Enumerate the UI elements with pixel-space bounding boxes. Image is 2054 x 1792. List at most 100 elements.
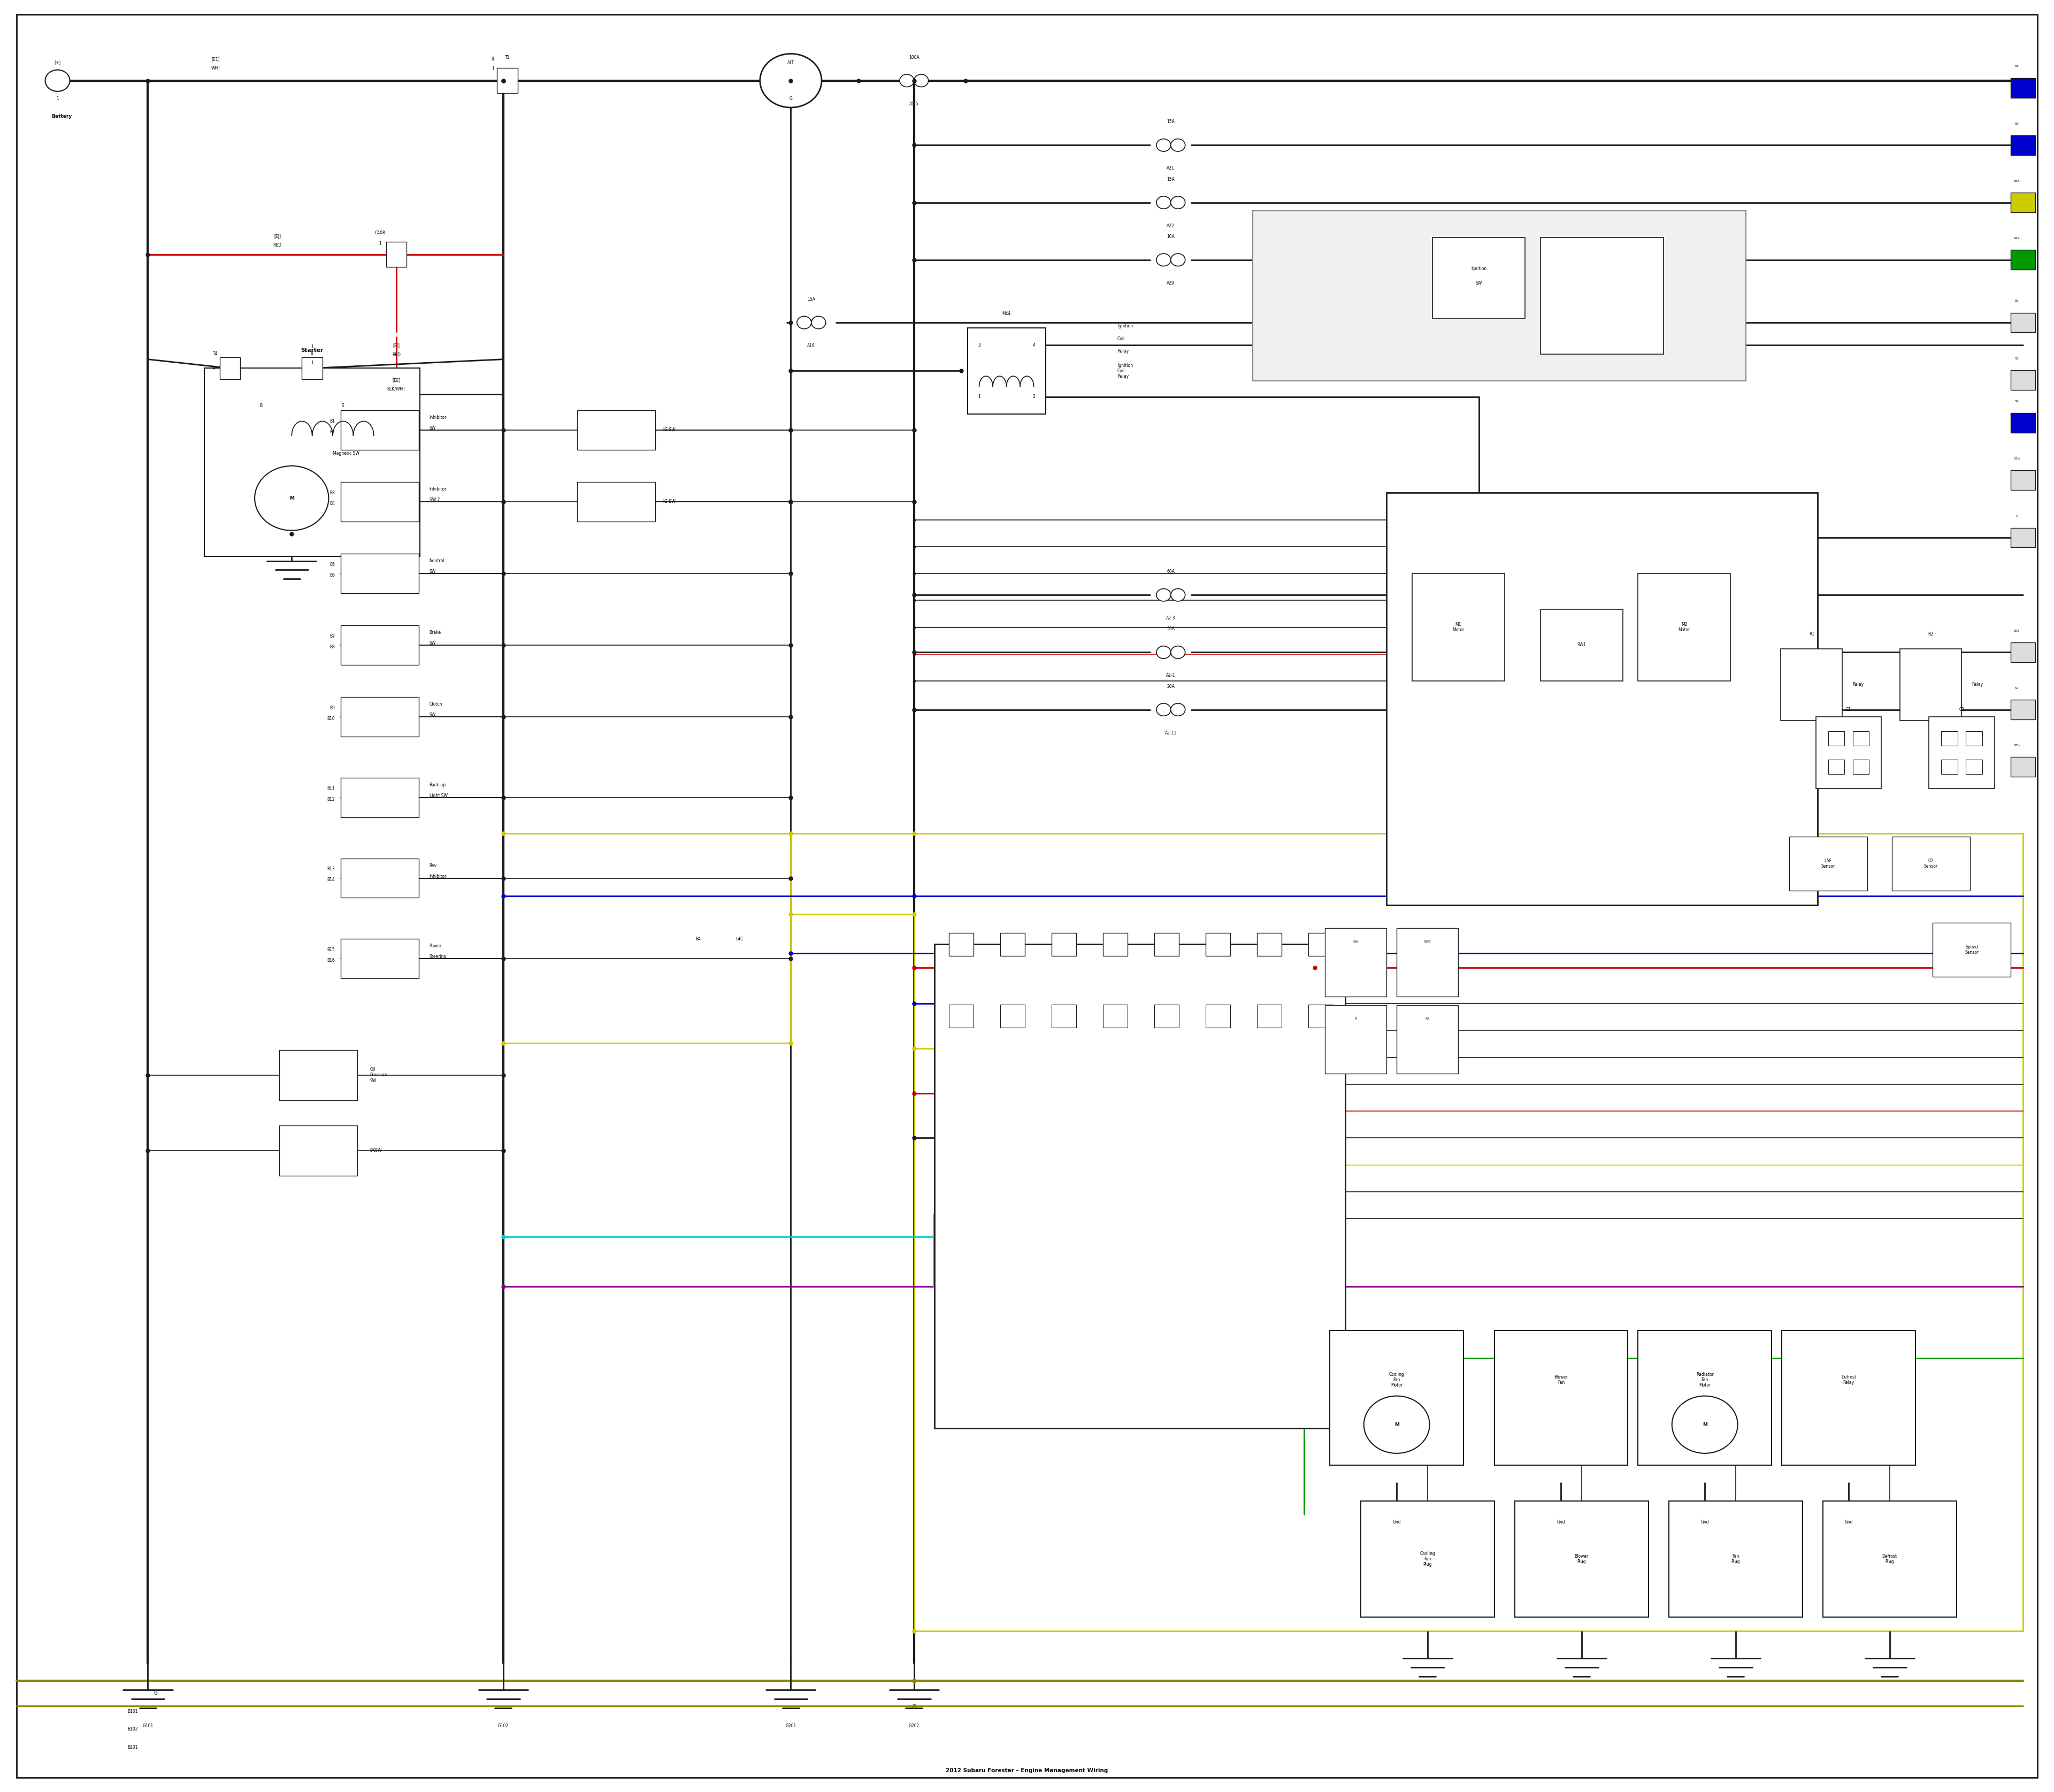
Circle shape — [900, 73, 914, 88]
Text: SW: SW — [429, 713, 435, 717]
Bar — [279, 1125, 357, 1176]
Text: G101: G101 — [142, 1724, 154, 1727]
Text: Defrost
Plug: Defrost Plug — [1881, 1554, 1898, 1564]
Text: Inhibitor: Inhibitor — [429, 487, 446, 491]
Text: A1-5: A1-5 — [910, 102, 918, 106]
Text: Gnd: Gnd — [1557, 1520, 1565, 1525]
Bar — [1308, 932, 1333, 957]
Text: A16: A16 — [807, 344, 815, 348]
Text: B2: B2 — [329, 430, 335, 434]
Text: [EJ]: [EJ] — [273, 235, 281, 238]
Text: B9: B9 — [329, 706, 335, 710]
Text: [EE]: [EE] — [392, 378, 401, 382]
Bar — [1052, 1004, 1076, 1027]
Bar — [1789, 837, 1867, 891]
Bar — [2011, 194, 2036, 211]
Text: 100A: 100A — [908, 56, 920, 59]
Text: Cooling
Fan
Motor: Cooling Fan Motor — [1389, 1373, 1405, 1387]
Text: 50A: 50A — [1167, 627, 1175, 631]
Circle shape — [760, 54, 822, 108]
Bar — [220, 358, 240, 380]
Bar — [1206, 1004, 1230, 1027]
Bar — [1816, 717, 1881, 788]
Circle shape — [1171, 197, 1185, 210]
Circle shape — [811, 315, 826, 330]
Bar — [1495, 1330, 1629, 1466]
Text: B5: B5 — [329, 563, 335, 566]
Text: 20A: 20A — [1167, 685, 1175, 688]
Text: SW: SW — [429, 642, 435, 645]
Circle shape — [1156, 702, 1171, 715]
Bar — [341, 482, 419, 521]
Text: S42: S42 — [2013, 237, 2021, 240]
Bar — [935, 944, 1345, 1428]
Text: [E1]: [E1] — [212, 57, 220, 61]
Text: 15A: 15A — [1167, 177, 1175, 181]
Text: Inhibitor: Inhibitor — [429, 416, 446, 419]
Bar — [1783, 1330, 1916, 1466]
Text: SW 2: SW 2 — [429, 498, 440, 502]
Bar — [1397, 1005, 1458, 1073]
Bar — [1828, 731, 1844, 745]
Text: G202: G202 — [908, 1724, 920, 1727]
Bar — [1892, 837, 1970, 891]
Text: Ignition: Ignition — [1117, 324, 1134, 328]
Bar — [2011, 699, 2036, 719]
Text: Light SW: Light SW — [429, 794, 448, 797]
Text: O2
Sensor: O2 Sensor — [1925, 858, 1937, 869]
Text: S68: S68 — [2013, 179, 2021, 183]
Text: Rev: Rev — [429, 864, 438, 867]
Text: M: M — [1395, 1423, 1399, 1426]
Circle shape — [255, 466, 329, 530]
Bar — [1154, 932, 1179, 957]
Text: B201: B201 — [127, 1745, 138, 1749]
Text: BKSW: BKSW — [370, 1149, 382, 1152]
Text: SW: SW — [1354, 941, 1358, 943]
Bar — [279, 1050, 357, 1100]
Text: A29: A29 — [1167, 281, 1175, 285]
Text: T4: T4 — [212, 366, 216, 371]
Bar — [1413, 573, 1504, 681]
Text: S95: S95 — [2013, 629, 2021, 633]
Text: B11: B11 — [327, 787, 335, 790]
Bar — [341, 858, 419, 898]
Text: G102: G102 — [497, 1724, 509, 1727]
Text: C1: C1 — [1847, 708, 1851, 711]
Bar — [1000, 932, 1025, 957]
Text: B: B — [259, 403, 263, 409]
Text: B10: B10 — [327, 717, 335, 720]
Text: 2012 Subaru Forester – Engine Management Wiring: 2012 Subaru Forester – Engine Management… — [945, 1769, 1109, 1772]
Circle shape — [1156, 588, 1171, 600]
Text: Speed
Sensor: Speed Sensor — [1966, 944, 1978, 955]
Text: Battery: Battery — [51, 115, 72, 118]
Text: S8: S8 — [2015, 65, 2019, 68]
Text: C408: C408 — [374, 231, 386, 235]
Text: 1: 1 — [310, 360, 314, 366]
Bar — [1828, 760, 1844, 774]
Text: B8: B8 — [329, 645, 335, 649]
Bar — [1052, 932, 1076, 957]
Text: S: S — [341, 403, 345, 409]
Text: B102: B102 — [127, 1727, 138, 1731]
Bar — [1540, 609, 1623, 681]
Text: A2-3: A2-3 — [1167, 616, 1175, 620]
Bar — [302, 358, 322, 380]
Bar — [341, 939, 419, 978]
Text: S9: S9 — [2015, 122, 2019, 125]
Bar — [1853, 760, 1869, 774]
Bar — [949, 932, 974, 957]
Circle shape — [1171, 588, 1185, 600]
Bar — [1941, 731, 1957, 745]
Text: B12: B12 — [327, 797, 335, 801]
Bar — [1668, 1502, 1803, 1616]
Text: S5: S5 — [2015, 299, 2019, 303]
Bar — [2011, 756, 2036, 778]
Circle shape — [45, 70, 70, 91]
Bar — [1308, 1004, 1333, 1027]
Circle shape — [1171, 702, 1185, 715]
Text: 3: 3 — [978, 342, 980, 348]
Bar — [1966, 731, 1982, 745]
Circle shape — [1156, 197, 1171, 210]
Text: SW2: SW2 — [1423, 941, 1432, 943]
Text: SW: SW — [1475, 281, 1483, 285]
